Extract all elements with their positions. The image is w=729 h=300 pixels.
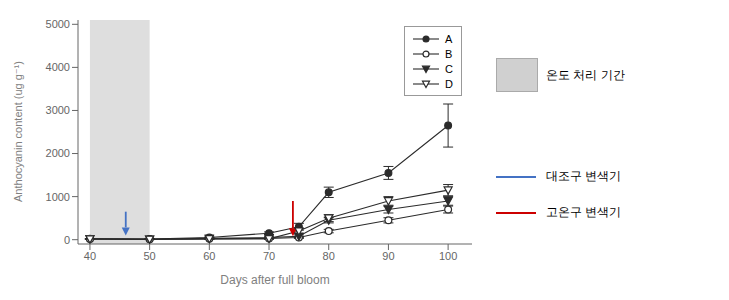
html-text:C: C [445, 62, 453, 75]
svg-text:4000: 4000 [46, 61, 70, 73]
svg-text:50: 50 [144, 250, 156, 262]
svg-text:5000: 5000 [46, 18, 70, 30]
html-text:대조구 변색기: 대조구 변색기 [546, 169, 622, 183]
svg-text:40: 40 [84, 250, 96, 262]
svg-text:90: 90 [382, 250, 394, 262]
svg-text:60: 60 [203, 250, 215, 262]
svg-text:1000: 1000 [46, 191, 70, 203]
svg-text:3000: 3000 [46, 104, 70, 116]
svg-text:100: 100 [439, 250, 457, 262]
html-text:D: D [445, 77, 453, 90]
svg-text:80: 80 [323, 250, 335, 262]
html-text:B: B [445, 47, 453, 60]
html-text:온도 처리 기간: 온도 처리 기간 [546, 67, 625, 82]
svg-text:Days after full bloom: Days after full bloom [220, 273, 329, 287]
svg-text:Anthocyanin content (ug g⁻¹): Anthocyanin content (ug g⁻¹) [12, 61, 24, 202]
svg-text:70: 70 [263, 250, 275, 262]
html-text:고온구 변색기: 고온구 변색기 [546, 205, 622, 219]
html-text:A: A [445, 32, 453, 45]
svg-text:2000: 2000 [46, 147, 70, 159]
svg-text:0: 0 [64, 234, 70, 246]
